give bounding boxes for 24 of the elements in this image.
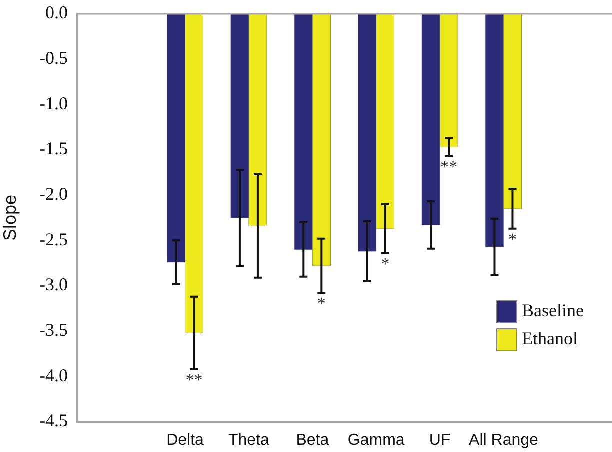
x-tick-label: Theta xyxy=(228,432,270,450)
annotation: ** xyxy=(186,370,203,390)
x-tick-label: UF xyxy=(429,432,451,450)
y-tick-label: -4.0 xyxy=(40,365,68,386)
x-tick-label: All Range xyxy=(469,432,539,450)
annotation: * xyxy=(508,230,517,249)
x-tick-label: Gamma xyxy=(348,432,405,450)
legend-label: Ethanol xyxy=(522,328,578,349)
legend-label: Baseline xyxy=(522,300,584,321)
annotation: * xyxy=(317,294,326,314)
y-tick-label: -4.5 xyxy=(40,410,68,431)
y-tick-label: -3.0 xyxy=(40,274,68,295)
y-tick-label: -3.5 xyxy=(40,320,68,340)
y-tick-label: -2.0 xyxy=(40,184,68,204)
x-tick-label: Delta xyxy=(166,432,204,450)
y-tick-label: -1.5 xyxy=(40,138,68,159)
y-tick-label: -0.5 xyxy=(40,48,68,68)
annotation: * xyxy=(381,254,390,274)
x-tick-label: Beta xyxy=(296,432,330,450)
y-tick-label: -2.5 xyxy=(40,229,68,250)
annotation: ** xyxy=(440,157,458,176)
y-tick-label: 0.0 xyxy=(46,2,68,23)
y-tick-label: -1.0 xyxy=(40,93,68,114)
y-axis-title: Slope xyxy=(0,194,20,242)
